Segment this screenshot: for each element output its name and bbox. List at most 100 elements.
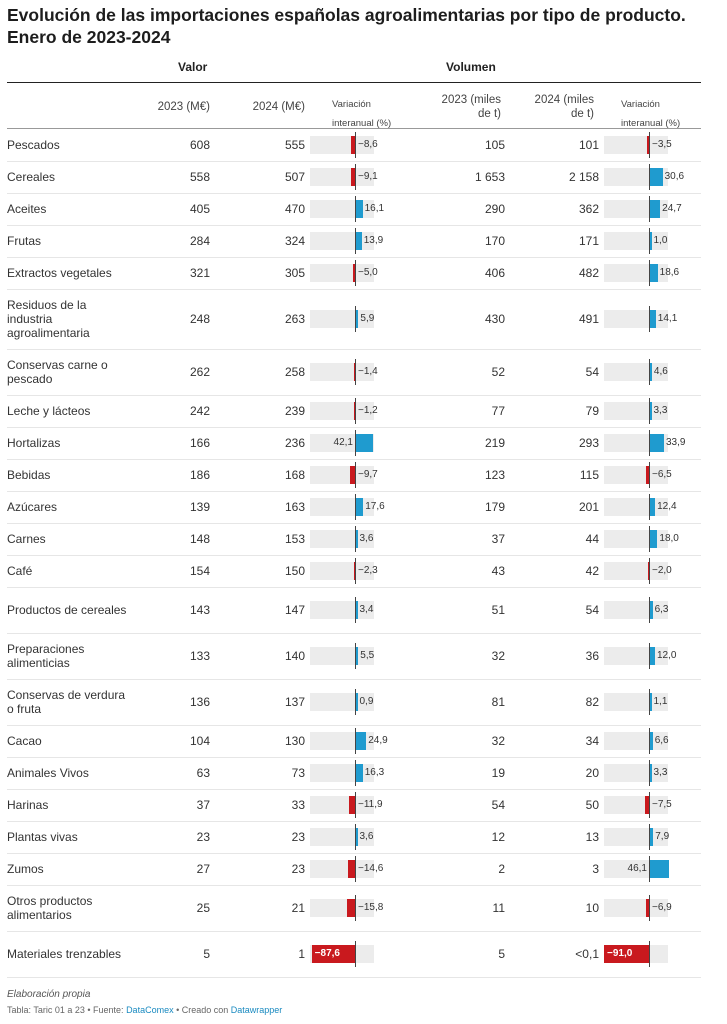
value-variation-label: 3,6 <box>359 533 374 544</box>
value-variation-track: −1,4 <box>310 359 378 385</box>
value-2024-cell: 507 <box>212 161 307 194</box>
value-2023-cell: 23 <box>127 821 212 854</box>
value-variation-label: −1,2 <box>358 405 378 416</box>
value-2024-cell: 236 <box>212 427 307 460</box>
product-name: Residuos de la industria agroalimentaria <box>7 289 127 350</box>
value-variation-bar <box>356 232 362 250</box>
volume-variation-cell: 7,9 <box>601 821 701 854</box>
product-name: Conservas carne o pescado <box>7 349 127 396</box>
volume-2024-cell: 3 <box>507 853 601 886</box>
volume-variation-track: 1,1 <box>604 689 668 715</box>
volume-2024-cell: 115 <box>507 459 601 492</box>
source-link[interactable]: DataComex <box>126 1005 174 1015</box>
volume-variation-bar <box>650 168 663 186</box>
volume-2023-cell: 77 <box>407 395 507 428</box>
volume-variation-axis <box>649 941 650 967</box>
product-name: Azúcares <box>7 491 127 524</box>
volume-2023-cell: 179 <box>407 491 507 524</box>
volume-variation-label: −2,0 <box>652 565 672 576</box>
volume-variation-axis <box>649 760 650 786</box>
volume-variation-cell: 46,1 <box>601 853 701 886</box>
value-variation-track: −11,9 <box>310 792 383 818</box>
volume-variation-axis <box>649 494 650 520</box>
volume-variation-bar <box>650 310 656 328</box>
value-variation-axis <box>355 760 356 786</box>
product-name: Leche y lácteos <box>7 395 127 428</box>
volume-variation-bar <box>650 200 661 218</box>
volume-2023-cell: 51 <box>407 587 507 634</box>
datawrapper-link[interactable]: Datawrapper <box>230 1005 283 1015</box>
value-variation-axis <box>355 526 356 552</box>
volume-2024-cell: 44 <box>507 523 601 556</box>
value-variation-axis <box>355 597 356 623</box>
value-2023-cell: 27 <box>127 853 212 886</box>
value-variation-label: −87,6 <box>314 948 340 959</box>
volume-2024-cell: 82 <box>507 679 601 726</box>
value-2023-cell: 262 <box>127 349 212 396</box>
volume-2023-cell: 290 <box>407 193 507 226</box>
value-variation-bar <box>356 200 363 218</box>
volume-variation-bar <box>604 945 649 963</box>
volume-variation-bar <box>650 363 652 381</box>
value-variation-axis <box>355 558 356 584</box>
value-variation-cell: 42,1 <box>307 427 407 460</box>
value-variation-label: −9,7 <box>358 469 378 480</box>
value-2024-cell: 23 <box>212 853 307 886</box>
product-name: Plantas vivas <box>7 821 127 854</box>
value-variation-bar <box>356 764 363 782</box>
value-variation-cell: 3,6 <box>307 821 407 854</box>
volume-variation-track: 24,7 <box>604 196 682 222</box>
table-row: Carnes 148 153 3,6 37 44 18,0 <box>7 523 701 556</box>
value-variation-cell: 24,9 <box>307 725 407 758</box>
volume-variation-label: 7,9 <box>655 831 670 842</box>
volume-2023-cell: 2 <box>407 853 507 886</box>
value-2024-cell: 130 <box>212 725 307 758</box>
volume-variation-axis <box>649 824 650 850</box>
value-variation-axis <box>355 462 356 488</box>
volume-2023-cell: 1 653 <box>407 161 507 194</box>
value-2024-cell: 140 <box>212 633 307 680</box>
import-table: Pescados 608 555 −8,6 105 101 −3,5 Cereales 558 5… <box>7 129 701 978</box>
value-2024-cell: 239 <box>212 395 307 428</box>
value-variation-label: 16,1 <box>364 203 385 214</box>
volume-variation-label: −3,5 <box>652 138 672 150</box>
value-variation-label: 3,4 <box>359 604 374 615</box>
value-variation-track: 16,3 <box>310 760 384 786</box>
volume-variation-cell: 12,4 <box>601 491 701 524</box>
volume-variation-label: −6,5 <box>652 469 672 480</box>
volume-2023-cell: 11 <box>407 885 507 932</box>
volume-variation-bar <box>645 466 649 484</box>
product-name: Cereales <box>7 161 127 194</box>
col-header-volume-variation: Variación interanual (%) <box>621 95 696 133</box>
volume-2024-cell: 54 <box>507 587 601 634</box>
value-variation-bar <box>311 945 355 963</box>
value-variation-cell: −14,6 <box>307 853 407 886</box>
volume-variation-bar <box>650 601 653 619</box>
product-name: Zumos <box>7 853 127 886</box>
volume-variation-label: 46,1 <box>627 863 647 874</box>
product-name: Pescados <box>7 129 127 162</box>
volume-variation-bar <box>647 135 649 154</box>
footer-note: Elaboración propia <box>7 989 91 1000</box>
value-variation-axis <box>355 398 356 424</box>
group-header-valor: Valor <box>178 60 208 74</box>
volume-2023-cell: 105 <box>407 129 507 162</box>
value-variation-axis <box>355 196 356 222</box>
volume-variation-cell: 6,3 <box>601 587 701 634</box>
volume-variation-cell: 12,0 <box>601 633 701 680</box>
volume-variation-bar <box>650 764 652 782</box>
volume-variation-track: 6,6 <box>604 728 669 754</box>
value-variation-track: −5,0 <box>310 260 378 286</box>
volume-variation-label: 4,6 <box>653 366 668 377</box>
value-variation-bar <box>356 310 359 328</box>
volume-variation-axis <box>649 430 650 456</box>
value-variation-cell: −15,8 <box>307 885 407 932</box>
volume-variation-label: 1,0 <box>653 235 668 246</box>
value-variation-track: 0,9 <box>310 689 374 715</box>
value-variation-label: −15,8 <box>358 902 384 913</box>
volume-2023-cell: 81 <box>407 679 507 726</box>
value-variation-track: 5,9 <box>310 306 374 332</box>
value-variation-cell: 3,6 <box>307 523 407 556</box>
volume-variation-label: 14,1 <box>657 313 678 324</box>
volume-variation-label: 18,0 <box>659 533 679 544</box>
